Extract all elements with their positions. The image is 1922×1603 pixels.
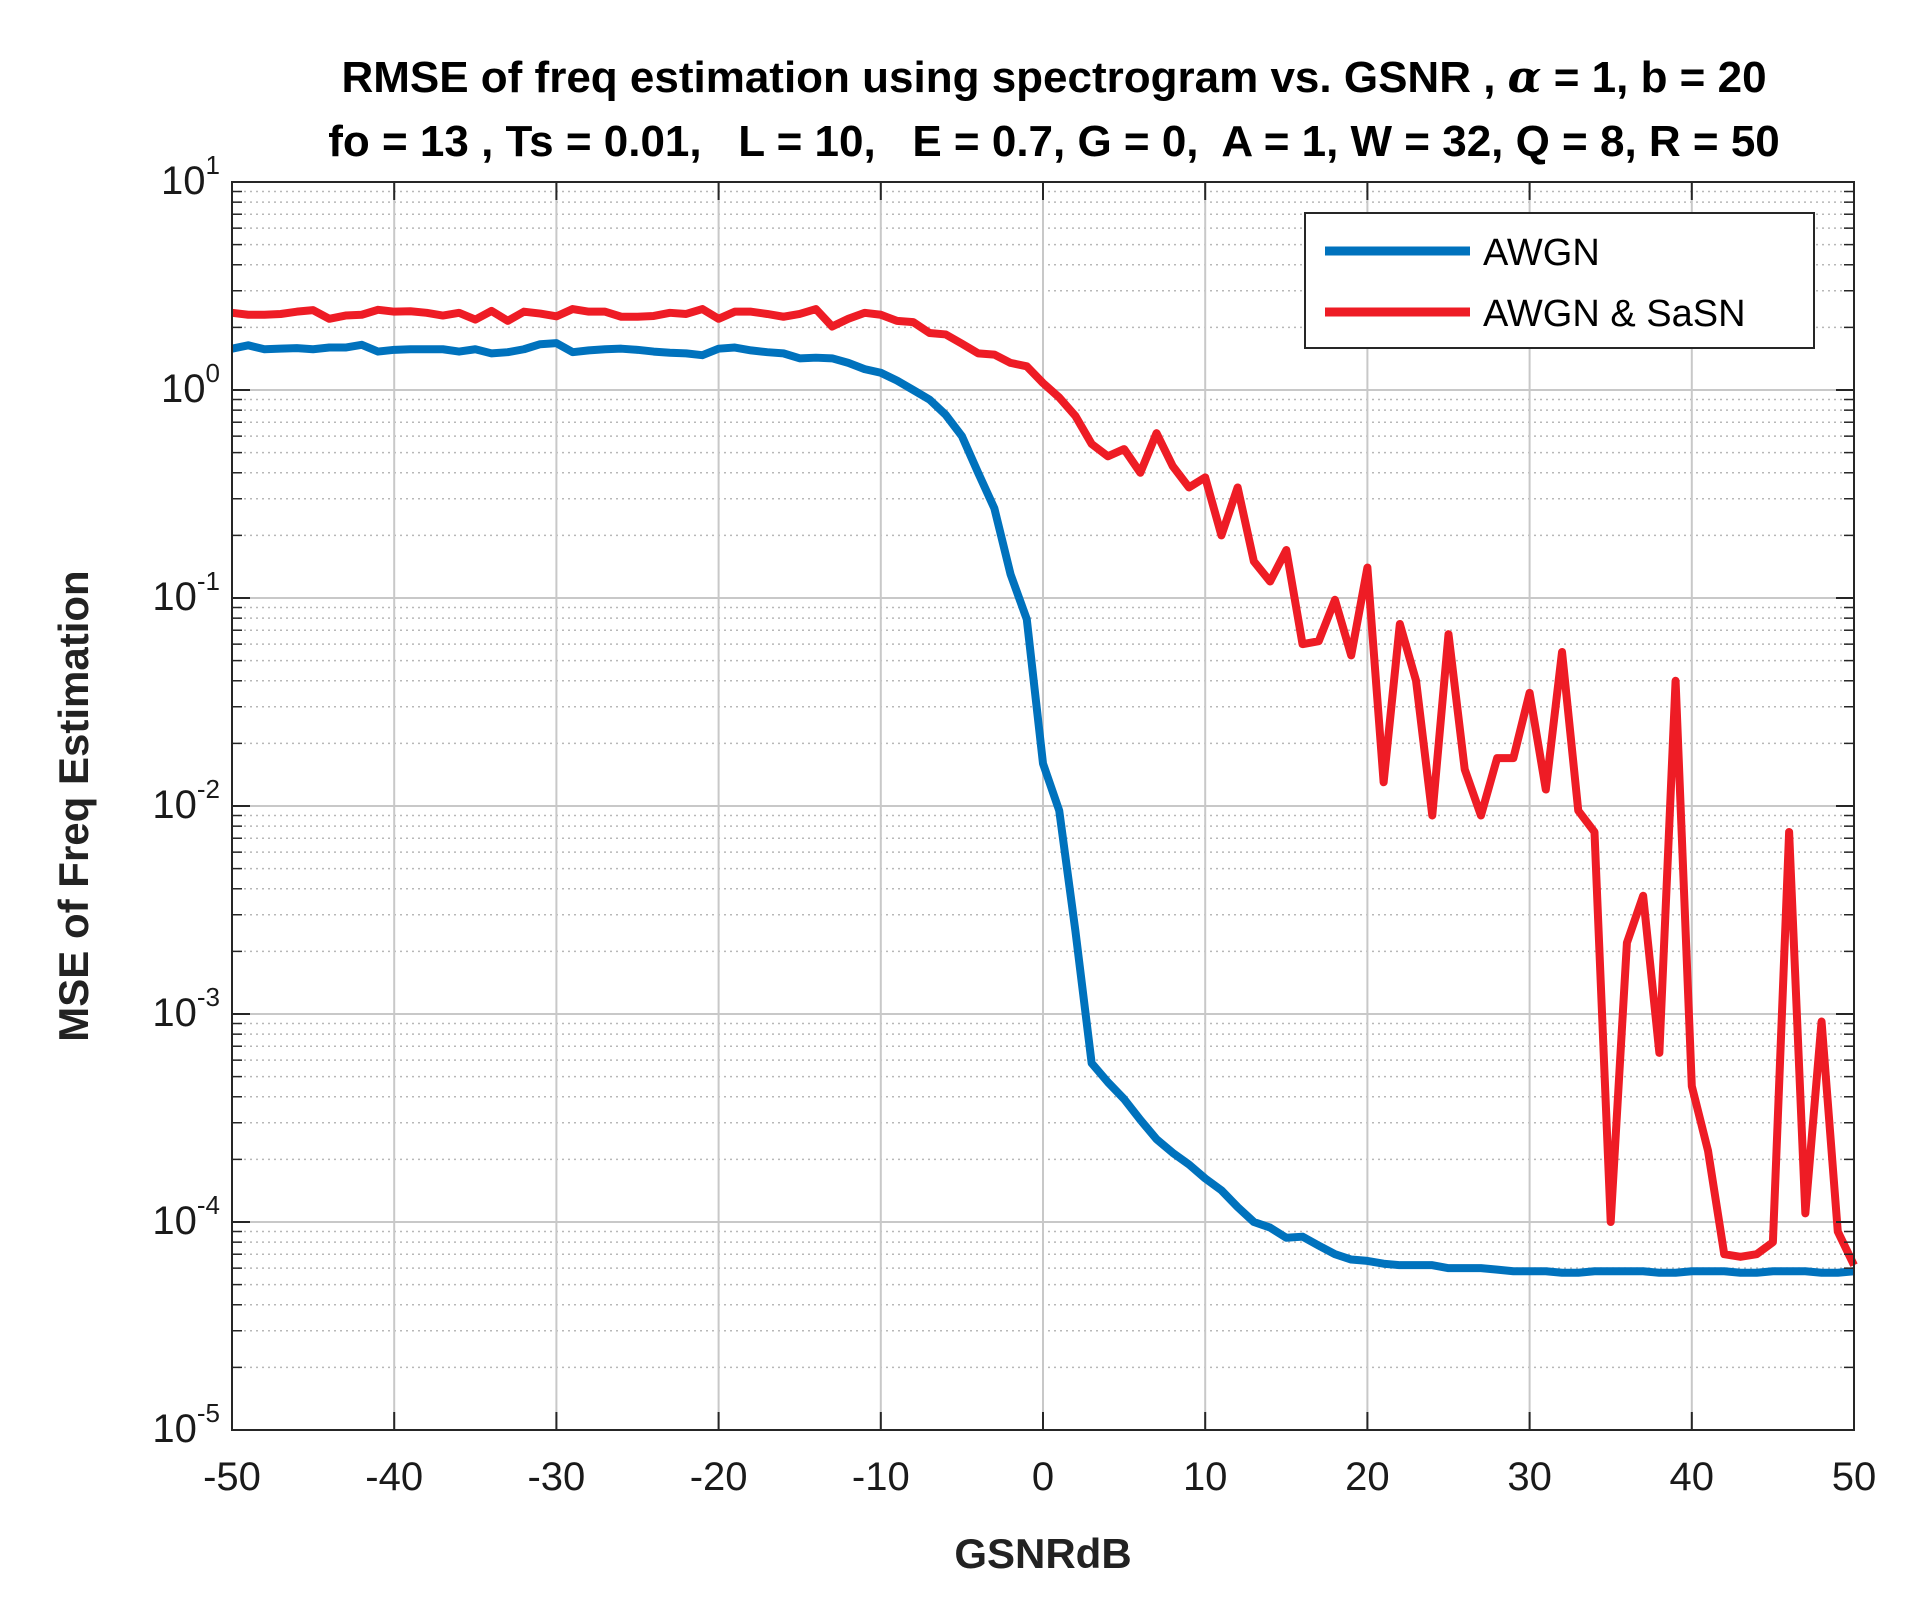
y-tick-label: 10-2 [152,774,220,827]
x-tick-label: -30 [527,1455,585,1499]
x-tick-label: 30 [1507,1455,1552,1499]
chart-title-line2: fo = 13 , Ts = 0.01, L = 10, E = 0.7, G … [328,117,1780,166]
x-tick-labels: -50 -40 -30 -20 -10 0 10 20 30 40 50 [203,1455,1876,1499]
series-awgn-sasn-line [231,305,1858,1267]
series-awgn-line [231,339,1855,1277]
x-axis-label: GSNRdB [954,1530,1131,1577]
x-tick-label: 50 [1832,1455,1877,1499]
x-tick-label: -20 [690,1455,748,1499]
y-tick-label: 100 [161,358,220,411]
y-tick-label: 10-5 [152,1398,220,1451]
y-tick-label: 101 [161,150,220,203]
legend-label-awgn: AWGN [1483,232,1600,274]
x-tick-label: 40 [1670,1455,1715,1499]
chart-title-line1: RMSE of freq estimation using spectrogra… [341,52,1766,103]
x-tick-label: -50 [203,1455,261,1499]
x-tick-label: 20 [1345,1455,1390,1499]
x-tick-label: 10 [1183,1455,1228,1499]
legend: AWGN AWGN & SaSN [1304,212,1815,349]
legend-box [1304,212,1815,349]
y-tick-labels: 101 100 10-1 10-2 10-3 10-4 10-5 [152,150,220,1451]
y-axis-label: MSE of Freq Estimation [50,570,97,1041]
y-tick-label: 10-3 [152,982,220,1035]
x-tick-label: -40 [365,1455,423,1499]
x-tick-label: 0 [1032,1455,1054,1499]
tick-marks [231,181,1855,1431]
series-layer [231,305,1858,1277]
x-tick-label: -10 [852,1455,910,1499]
y-tick-label: 10-4 [152,1190,220,1243]
y-tick-label: 10-1 [152,566,220,619]
legend-label-awgn-sasn: AWGN & SaSN [1483,293,1746,335]
